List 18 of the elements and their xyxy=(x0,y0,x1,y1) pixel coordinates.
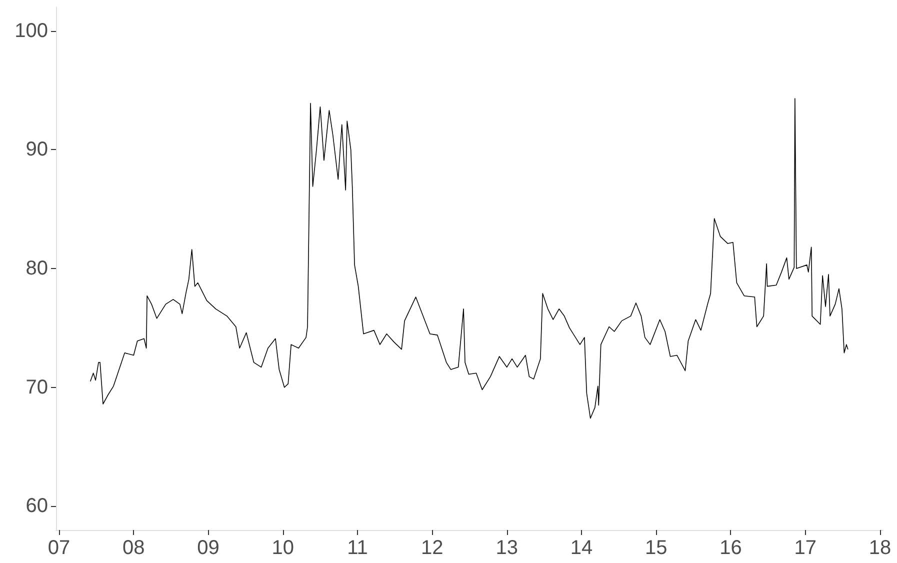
y-tick-label: 80 xyxy=(26,258,48,280)
x-tick-label: 11 xyxy=(347,537,368,559)
x-tick-label: 10 xyxy=(272,537,294,559)
y-tick-label: 100 xyxy=(14,20,48,42)
x-tick-label: 17 xyxy=(794,537,816,559)
x-tick-label: 15 xyxy=(644,537,668,559)
x-tick-label: 16 xyxy=(720,537,742,559)
x-tick-label: 14 xyxy=(570,537,593,559)
y-tick-label: 70 xyxy=(26,376,48,398)
line-series xyxy=(90,98,848,419)
x-tick-label: 18 xyxy=(868,537,892,559)
x-tick-label: 13 xyxy=(496,537,518,559)
x-tick-label: 08 xyxy=(122,537,145,559)
x-tick-label: 12 xyxy=(421,537,444,559)
x-tick-label: 07 xyxy=(48,537,70,559)
x-tick-label: 09 xyxy=(197,537,220,559)
y-tick-label: 60 xyxy=(26,495,48,518)
y-tick-label: 90 xyxy=(26,138,48,161)
